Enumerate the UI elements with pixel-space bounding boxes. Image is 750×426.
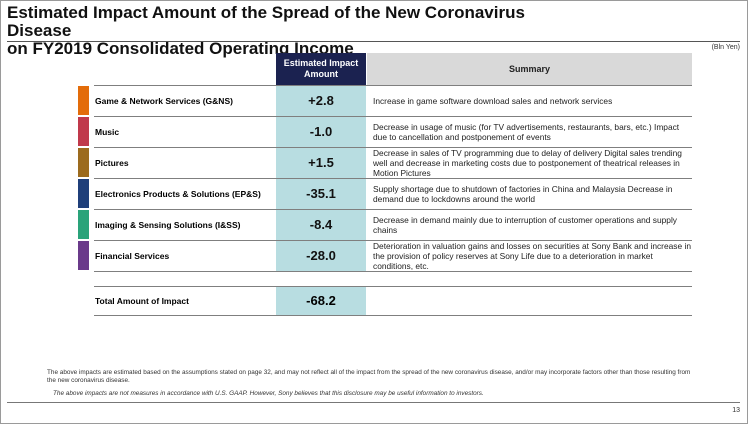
impact-amount: -28.0: [306, 248, 336, 263]
title-divider: [7, 41, 740, 42]
impact-summary: Decrease in demand mainly due to interru…: [373, 214, 677, 235]
impact-amount: -35.1: [306, 186, 336, 201]
total-label: Total Amount of Impact: [95, 295, 189, 306]
segment-color-bar: [78, 86, 89, 115]
page-title: Estimated Impact Amount of the Spread of…: [7, 4, 567, 58]
segment-name: Game & Network Services (G&NS): [95, 95, 233, 106]
impact-summary: Deterioration in valuation gains and los…: [373, 240, 691, 271]
segment-name: Music: [95, 126, 120, 137]
header-summary: Summary: [367, 53, 692, 85]
row-divider-bottom: [94, 271, 692, 272]
impact-amount: -8.4: [309, 217, 333, 232]
total-amount-background: [276, 286, 366, 315]
segment-color-bar: [78, 117, 89, 146]
impact-summary: Increase in game software download sales…: [373, 95, 613, 106]
impact-amount: +1.5: [308, 155, 334, 170]
page-number: 13: [732, 407, 740, 414]
unit-label: (Bln Yen): [711, 44, 740, 51]
impact-amount: +2.8: [308, 93, 334, 108]
total-divider-bottom: [94, 315, 692, 316]
segment-name: Financial Services: [95, 250, 170, 261]
table-row: Electronics Products & Solutions (EP&S) …: [78, 178, 692, 209]
title-line-1: Estimated Impact Amount of the Spread of…: [7, 3, 525, 40]
table-row: Pictures +1.5 Decrease in sales of TV pr…: [78, 147, 692, 178]
total-divider-top: [94, 286, 692, 287]
segment-color-bar: [78, 148, 89, 177]
footer-divider: [7, 402, 740, 403]
segment-color-bar: [78, 179, 89, 208]
segment-name: Pictures: [95, 157, 129, 168]
total-amount: -68.2: [306, 293, 336, 308]
table-row: Financial Services -28.0 Deterioration i…: [78, 240, 692, 272]
table-row: Game & Network Services (G&NS) +2.8 Incr…: [78, 85, 692, 116]
segment-color-bar: [78, 210, 89, 239]
row-divider: [94, 147, 692, 148]
row-divider: [94, 116, 692, 117]
segment-name: Imaging & Sensing Solutions (I&SS): [95, 219, 241, 230]
row-divider: [94, 178, 692, 179]
segment-name: Electronics Products & Solutions (EP&S): [95, 188, 261, 199]
footnote-gaap: The above impacts are not measures in ac…: [53, 390, 484, 397]
title-line-2: on FY2019 Consolidated Operating Income: [7, 39, 354, 58]
impact-amount: -1.0: [309, 124, 333, 139]
impact-summary: Decrease in sales of TV programming due …: [373, 147, 682, 178]
footnote-assumptions: The above impacts are estimated based on…: [47, 369, 691, 384]
table-row: Imaging & Sensing Solutions (I&SS) -8.4 …: [78, 209, 692, 240]
impact-summary: Supply shortage due to shutdown of facto…: [373, 183, 673, 204]
row-divider: [94, 209, 692, 210]
table-row: Music -1.0 Decrease in usage of music (f…: [78, 116, 692, 147]
row-divider: [94, 85, 692, 86]
impact-summary: Decrease in usage of music (for TV adver…: [373, 121, 680, 142]
segment-color-bar: [78, 241, 89, 270]
row-divider: [94, 240, 692, 241]
header-estimated-impact-amount: Estimated Impact Amount: [276, 53, 366, 85]
